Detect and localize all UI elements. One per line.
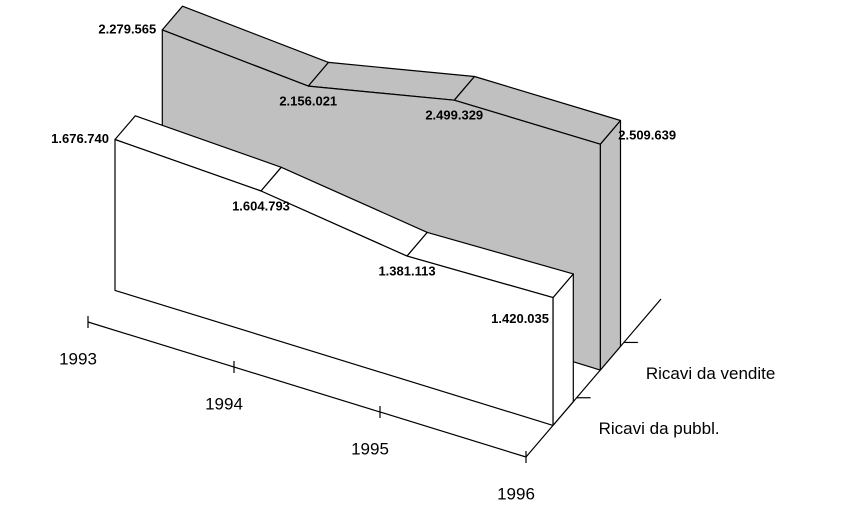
x-tick-label: 1994	[205, 394, 243, 413]
data-label: 1.676.740	[51, 131, 109, 146]
data-label: 2.509.639	[618, 128, 676, 143]
data-label: 2.156.021	[279, 93, 337, 108]
area	[114, 138, 554, 426]
legend-label: Ricavi da pubbl.	[599, 419, 720, 438]
depth-axis	[525, 298, 662, 458]
legend-label: Ricavi da vendite	[646, 364, 775, 383]
x-tick-label: 1996	[497, 484, 535, 503]
category-axis	[87, 321, 527, 458]
data-label: 2.279.565	[98, 21, 156, 36]
data-label: 2.499.329	[425, 108, 483, 123]
area-side	[552, 273, 574, 426]
area-side	[599, 119, 622, 371]
data-label: 1.381.113	[378, 264, 435, 279]
data-label: 1.604.793	[232, 198, 290, 213]
data-label: 1.420.035	[491, 311, 549, 326]
x-tick-label: 1995	[351, 439, 389, 458]
x-tick-label: 1993	[59, 349, 97, 368]
